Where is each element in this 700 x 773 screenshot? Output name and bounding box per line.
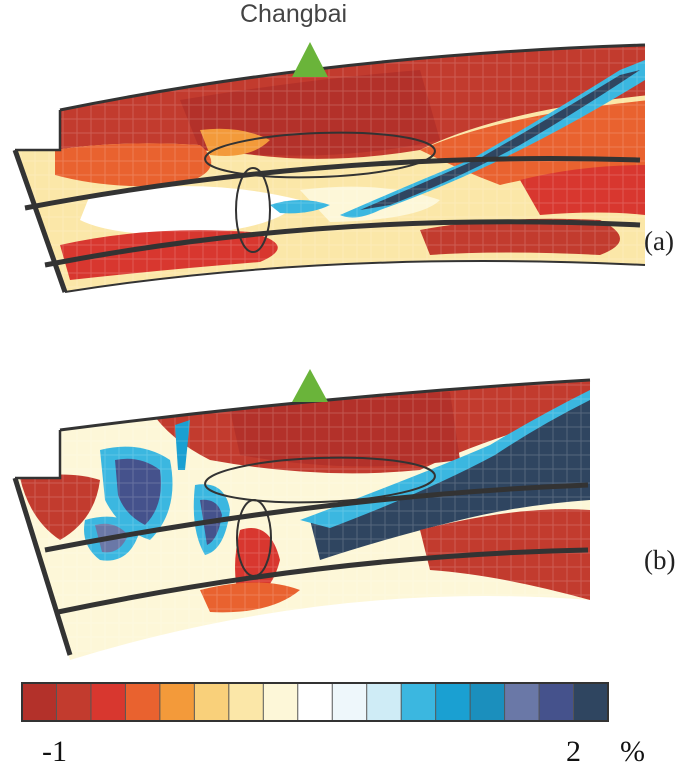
panel-a-boundaries [12, 43, 646, 293]
panel-b-boundaries [12, 378, 591, 656]
colorbar-swatch [56, 683, 92, 721]
volcano-label: Changbai [240, 0, 348, 28]
colorbar-unit-label: % [620, 735, 645, 768]
colorbar-swatch [366, 683, 402, 721]
colorbar-swatch [573, 683, 609, 721]
colorbar-swatch [90, 683, 126, 721]
changbai-volcano-marker-b [292, 369, 328, 402]
colorbar-swatch [435, 683, 471, 721]
panel-a-section [15, 45, 645, 292]
panel-label-a: (a) [644, 226, 674, 256]
colorbar-swatch [297, 683, 333, 721]
changbai-volcano-marker-a [292, 42, 328, 77]
panel-label-b: (b) [644, 545, 676, 575]
colorbar-swatch [159, 683, 195, 721]
colorbar-swatch [470, 683, 506, 721]
colorbar-swatch [401, 683, 437, 721]
colorbar-swatch [539, 683, 575, 721]
colorbar-swatch [125, 683, 161, 721]
colorbar-swatch [332, 683, 368, 721]
colorbar [22, 683, 609, 721]
colorbar-swatch [504, 683, 540, 721]
colorbar-max-label: 2 [566, 735, 581, 768]
colorbar-swatch [263, 683, 299, 721]
colorbar-frame [21, 682, 609, 722]
colorbar-swatch [22, 683, 57, 721]
colorbar-swatch [194, 683, 230, 721]
colorbar-swatch [228, 683, 264, 721]
colorbar-min-label: -1 [42, 735, 67, 768]
panel-b-section [15, 380, 590, 660]
